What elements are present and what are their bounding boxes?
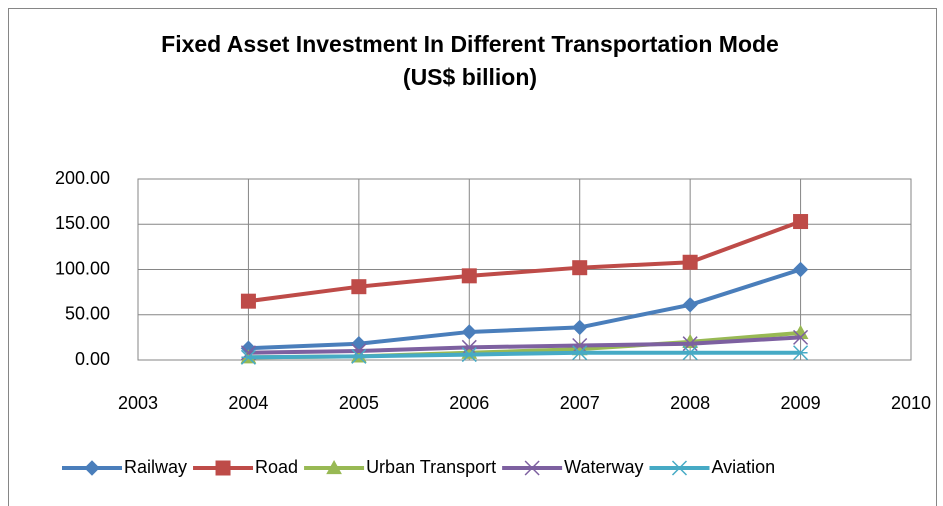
y-tick-label: 100.00 bbox=[55, 258, 110, 278]
marker bbox=[572, 319, 588, 336]
chart-subtitle: (US$ billion) bbox=[402, 64, 538, 90]
marker bbox=[351, 279, 367, 295]
x-tick-label: 2007 bbox=[560, 393, 600, 413]
series-line bbox=[248, 350, 801, 360]
legend-marker bbox=[215, 460, 231, 476]
marker bbox=[461, 324, 477, 340]
marker bbox=[793, 329, 809, 345]
marker bbox=[572, 337, 588, 354]
marker bbox=[240, 349, 256, 365]
chart-border bbox=[8, 8, 937, 506]
x-tick-label: 2008 bbox=[670, 393, 710, 413]
marker bbox=[461, 347, 477, 363]
chart-title: Fixed Asset Investment In Different Tran… bbox=[161, 31, 779, 57]
marker bbox=[461, 339, 477, 355]
legend-label: Urban Transport bbox=[366, 457, 496, 477]
legend-marker bbox=[326, 459, 342, 475]
marker bbox=[572, 260, 588, 276]
marker bbox=[682, 254, 698, 270]
marker bbox=[461, 268, 477, 284]
x-tick-label: 2009 bbox=[781, 393, 821, 413]
x-tick-label: 2006 bbox=[449, 393, 489, 413]
legend-label: Road bbox=[255, 457, 298, 477]
legend-label: Waterway bbox=[564, 457, 643, 477]
marker bbox=[572, 345, 588, 361]
marker bbox=[793, 214, 809, 230]
x-tick-label: 2010 bbox=[891, 393, 931, 413]
legend-label: Aviation bbox=[711, 457, 775, 477]
marker bbox=[682, 297, 698, 313]
marker bbox=[351, 348, 367, 364]
y-tick-label: 200.00 bbox=[55, 168, 110, 188]
series-line bbox=[248, 219, 802, 304]
x-tick-label: 2005 bbox=[339, 393, 379, 413]
marker bbox=[793, 345, 809, 361]
marker bbox=[792, 261, 809, 278]
legend-marker bbox=[671, 460, 688, 476]
legend-marker bbox=[84, 460, 100, 476]
legend-marker bbox=[524, 460, 540, 476]
y-tick-label: 50.00 bbox=[65, 304, 110, 324]
x-tick-label: 2003 bbox=[118, 393, 158, 413]
x-tick-label: 2004 bbox=[228, 393, 268, 413]
marker bbox=[682, 345, 698, 361]
marker bbox=[240, 293, 256, 309]
legend-label: Railway bbox=[124, 457, 187, 477]
y-tick-label: 0.00 bbox=[75, 349, 110, 369]
series-line bbox=[248, 267, 802, 351]
y-tick-label: 150.00 bbox=[55, 213, 110, 233]
series-line bbox=[248, 335, 801, 355]
chart-title-box: Fixed Asset Investment In Different Tran… bbox=[140, 28, 800, 94]
